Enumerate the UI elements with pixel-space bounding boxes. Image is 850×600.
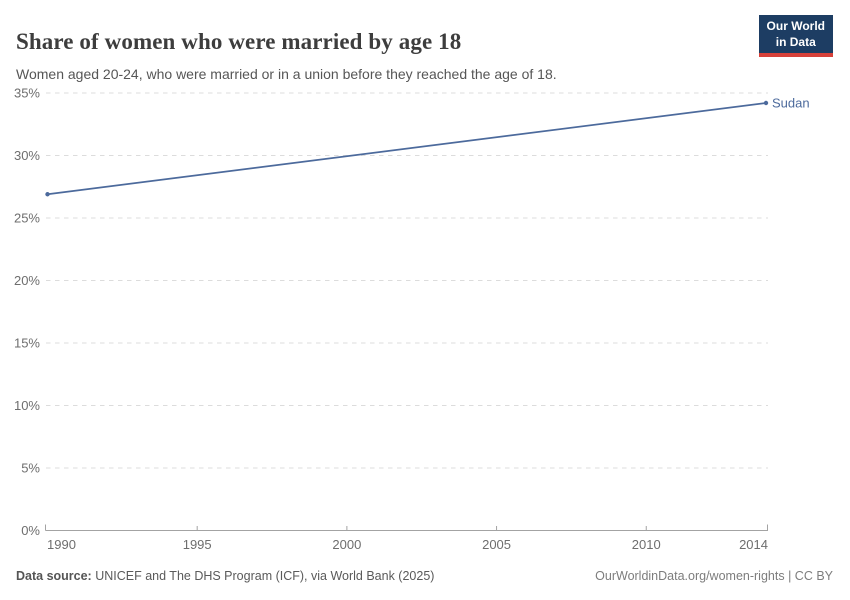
y-axis-tick-label: 15% [14,336,40,351]
data-source-note: Data source: UNICEF and The DHS Program … [16,569,434,583]
entity-label-sudan[interactable]: Sudan [772,96,810,111]
y-axis-tick-label: 35% [14,86,40,101]
x-axis-tick-label: 2000 [332,537,361,552]
chart-subtitle: Women aged 20-24, who were married or in… [16,66,557,82]
x-axis-tick-label: 2014 [739,537,768,552]
owid-logo[interactable]: Our World in Data [758,15,833,58]
x-axis-tick-label: 2010 [632,537,661,552]
y-axis-tick-label: 30% [14,148,40,163]
footer-attribution: OurWorldinData.org/women-rights | CC BY [595,569,833,583]
x-axis-tick-label: 2005 [482,537,511,552]
x-axis-tick-label: 1995 [183,537,212,552]
y-axis-tick-label: 10% [14,398,40,413]
owid-logo-line1: Our World [766,19,825,33]
series-line-sudan[interactable] [47,102,767,196]
y-axis-tick-label: 20% [14,273,40,288]
chart-footer: Data source: UNICEF and The DHS Program … [16,569,833,583]
chart-title: Share of women who were married by age 1… [16,29,462,55]
data-source-text: UNICEF and The DHS Program (ICF), via Wo… [91,569,435,583]
data-point-sudan-1990[interactable] [45,192,50,197]
x-axis-tick-label: 1990 [47,537,76,552]
license-label: CC BY [794,569,833,583]
footer-separator: | [784,569,795,583]
owid-logo-line2: in Data [775,34,816,49]
data-source-label: Data source: [16,569,92,583]
owid-url-link[interactable]: OurWorldinData.org/women-rights [595,569,785,583]
data-point-sudan-2014[interactable] [763,100,769,106]
y-axis-tick-label: 25% [14,211,40,226]
y-axis-tick-label: 0% [21,523,40,538]
y-axis-tick-label: 5% [21,461,40,476]
